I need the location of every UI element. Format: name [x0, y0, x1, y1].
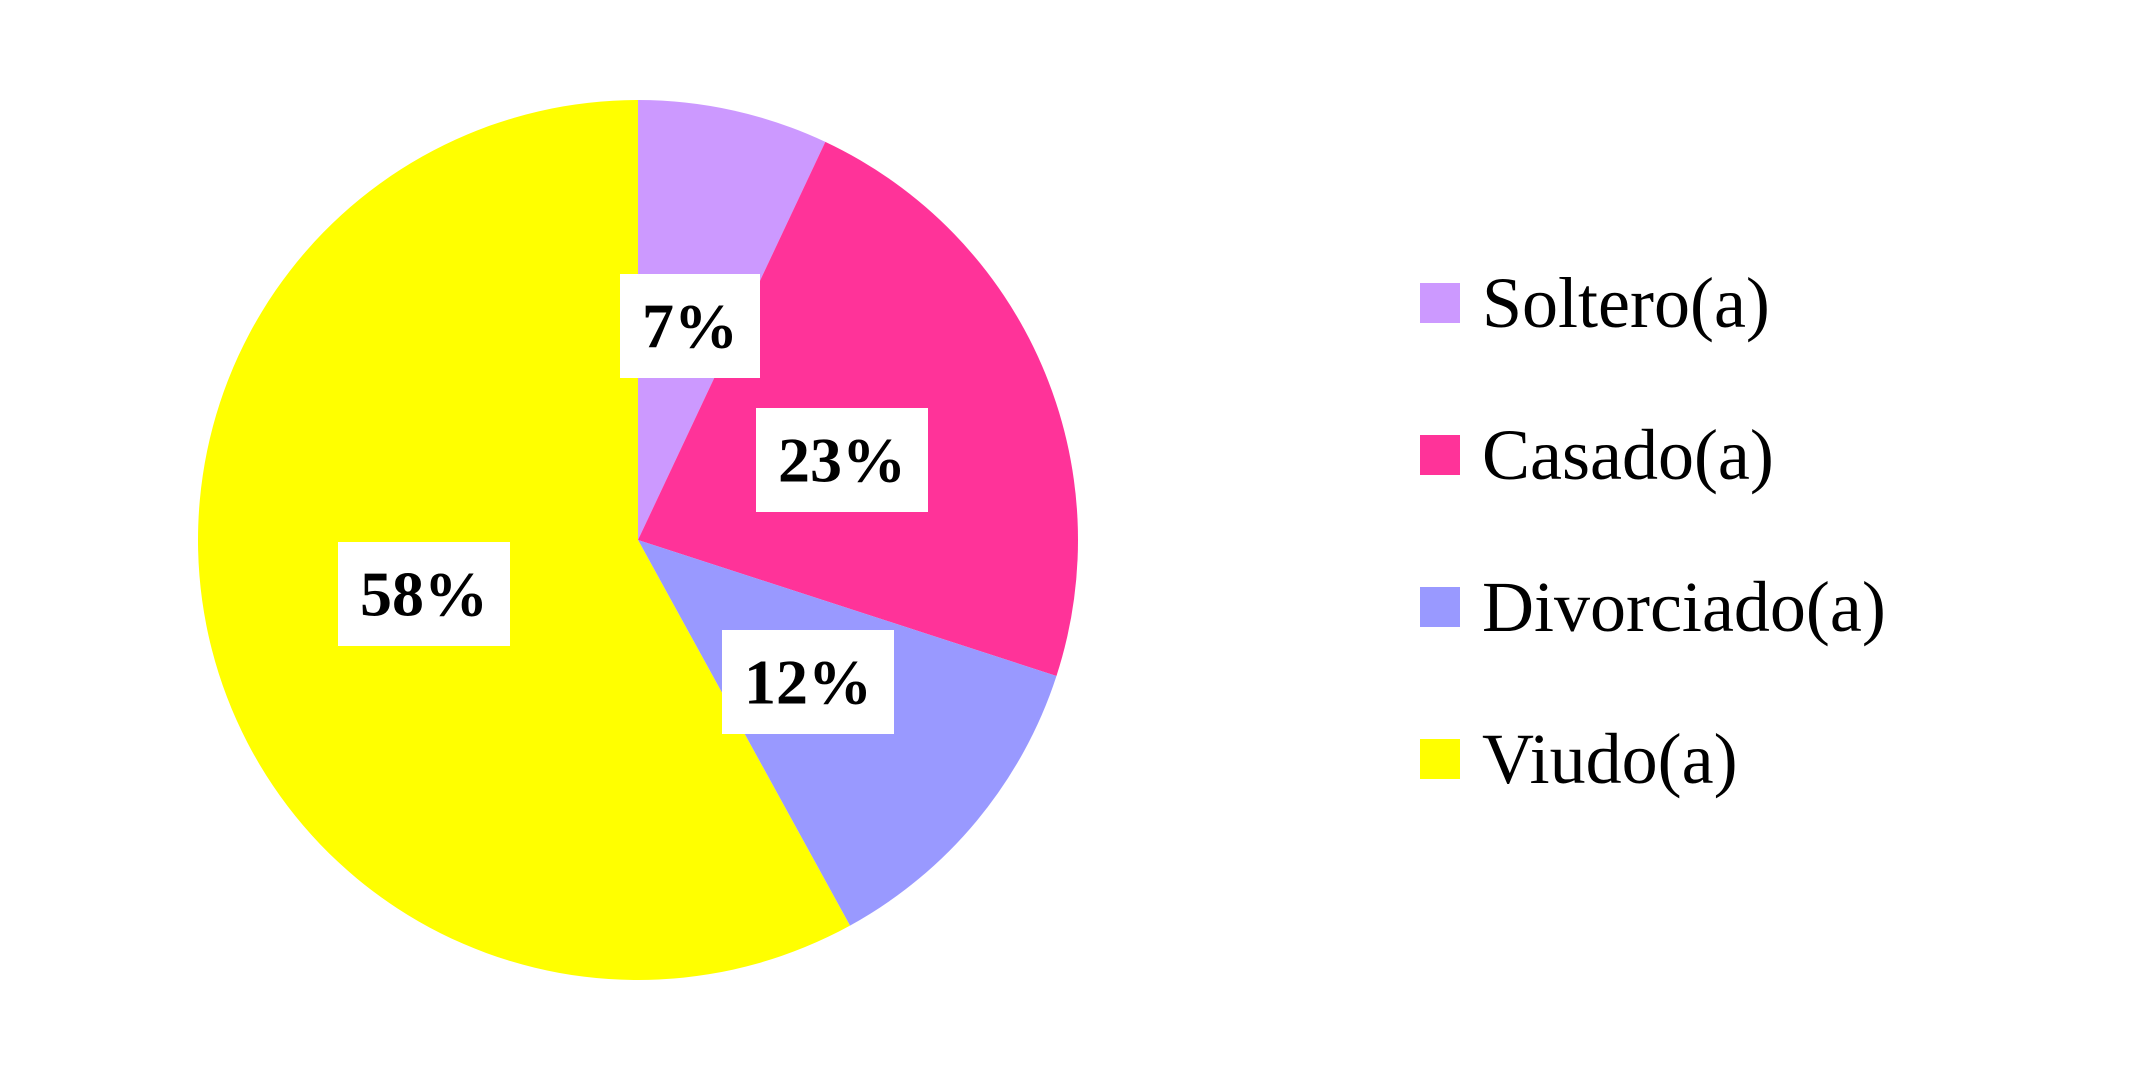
legend-item-divorciado: Divorciado(a)	[1420, 567, 1886, 647]
data-label-divorciado: 12%	[722, 630, 894, 734]
legend-swatch	[1420, 435, 1460, 475]
legend-swatch	[1420, 283, 1460, 323]
data-label-box	[756, 408, 928, 512]
data-label-box	[722, 630, 894, 734]
legend-item-viudo: Viudo(a)	[1420, 719, 1738, 799]
data-label-casado: 23%	[756, 408, 928, 512]
pie-slices	[197, 100, 1078, 980]
data-label-text: 23%	[778, 425, 906, 496]
legend-label: Soltero(a)	[1482, 263, 1770, 343]
legend-item-soltero: Soltero(a)	[1420, 263, 1770, 343]
data-label-soltero: 7%	[620, 274, 760, 378]
data-label-text: 58%	[360, 559, 488, 630]
legend: Soltero(a) Casado(a) Divorciado(a) Viudo(a)	[1420, 263, 1886, 799]
pie-data-labels: 7% 23% 12% 58%	[338, 274, 928, 734]
legend-label: Casado(a)	[1482, 415, 1774, 495]
legend-label: Viudo(a)	[1482, 719, 1738, 799]
data-label-box	[338, 542, 510, 646]
legend-swatch	[1420, 739, 1460, 779]
data-label-text: 12%	[744, 647, 872, 718]
legend-label: Divorciado(a)	[1482, 567, 1886, 647]
data-label-box	[620, 274, 760, 378]
data-label-viudo: 58%	[338, 542, 510, 646]
legend-swatch	[1420, 587, 1460, 627]
legend-item-casado: Casado(a)	[1420, 415, 1774, 495]
data-label-text: 7%	[642, 291, 738, 362]
pie-slice-viudo	[197, 100, 850, 980]
